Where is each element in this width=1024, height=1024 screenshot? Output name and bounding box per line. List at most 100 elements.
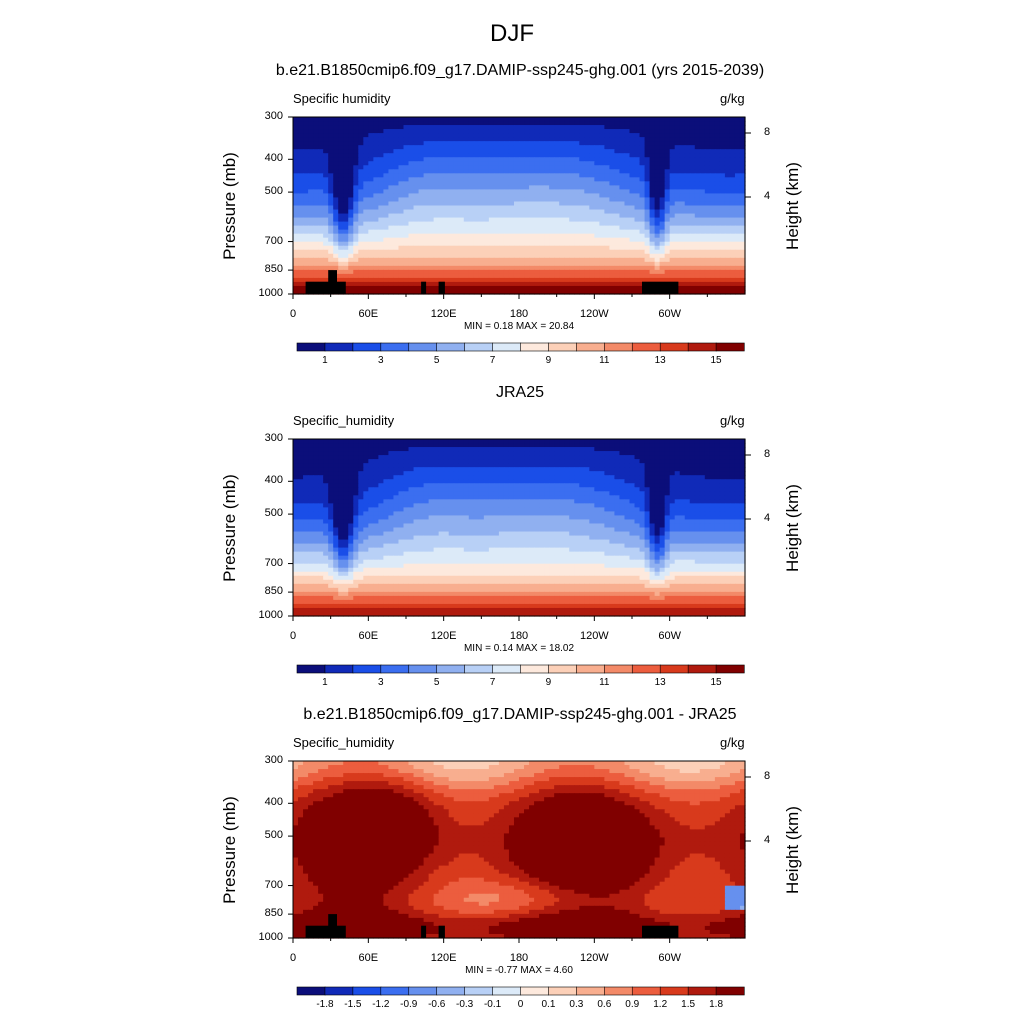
panel-2-cell (488, 467, 495, 472)
panel-1-cell (604, 237, 610, 243)
panel-1-cell (639, 129, 646, 134)
panel-1-cell (544, 177, 550, 182)
panel-1-cell (654, 197, 661, 203)
panel-1-cell (614, 205, 621, 211)
panel-1-cell (483, 241, 490, 247)
panel-1-cell (398, 169, 405, 174)
panel-1-cell (483, 253, 490, 259)
panel-1-cell (298, 173, 304, 178)
panel-1-cell (689, 181, 696, 186)
panel-2-cell (413, 439, 420, 444)
panel-1-cell (679, 245, 686, 251)
panel-1-cell (423, 269, 430, 275)
panel-1-cell (689, 209, 696, 215)
panel-1-cell (544, 237, 550, 243)
panel-1-cell (458, 213, 465, 219)
panel-2-cell (363, 451, 369, 456)
panel-2-cell (704, 447, 711, 452)
panel-1-cell (408, 225, 415, 231)
panel-2-cell (664, 451, 671, 456)
panel-1-cell (584, 125, 590, 130)
panel-1-cell (639, 225, 646, 231)
panel-1-cell (438, 197, 445, 203)
panel-1-cell (378, 213, 384, 219)
panel-1-cell (634, 221, 641, 227)
panel-1-cell (724, 197, 731, 203)
panel-2-cell (679, 459, 686, 464)
panel-1-cell (508, 277, 515, 283)
panel-1-cell (644, 153, 651, 158)
panel-1-cell (604, 233, 610, 239)
panel-1-cell (674, 177, 681, 182)
panel-1-cell (539, 157, 545, 162)
panel-1-cell (639, 197, 646, 203)
panel-1-cell (363, 265, 369, 271)
panel-1-cell (669, 137, 676, 142)
panel-1-cell (398, 117, 405, 122)
panel-1-cell (333, 177, 339, 182)
panel-1-cell (513, 149, 520, 154)
panel-1-cell (298, 125, 304, 130)
panel-1-cell (413, 125, 420, 130)
panel-1-cell (508, 141, 515, 146)
panel-1-cell (729, 221, 736, 227)
panel-1-cell (448, 189, 455, 195)
panel-2-cell (443, 459, 450, 464)
panel-1-cell (403, 153, 410, 158)
panel-1-cell (649, 269, 656, 275)
panel-1-cell (604, 225, 610, 231)
panel-1-cell (604, 149, 610, 154)
panel-2-cell (353, 447, 359, 452)
panel-2-cell (443, 467, 450, 472)
panel-1-cell (669, 177, 676, 182)
panel-1-cell (714, 289, 721, 295)
panel-1-cell (559, 217, 565, 223)
panel-1-cell (729, 169, 736, 174)
panel-1-cell (473, 173, 480, 178)
panel-2-cell (679, 463, 686, 468)
panel-1-cell (739, 221, 746, 227)
panel-1-cell (348, 229, 354, 235)
panel-1-cell (614, 269, 621, 275)
panel-1-cell (428, 157, 435, 162)
panel-1-cell (328, 265, 334, 271)
panel-1-cell (624, 229, 631, 235)
panel-1-cell (699, 137, 706, 142)
panel-1-cell (433, 193, 440, 199)
panel-1-cell (634, 181, 641, 186)
panel-1-cell (564, 261, 570, 267)
panel-1-cell (654, 221, 661, 227)
panel-2-cell (498, 447, 505, 452)
panel-1-cell (403, 285, 410, 291)
panel-1-cell (684, 209, 691, 215)
panel-1-cell (428, 161, 435, 166)
panel-2-cell (423, 475, 430, 480)
panel-2-cell (704, 439, 711, 444)
panel-2-cell (534, 467, 540, 472)
panel-1-cell (719, 269, 726, 275)
panel-2-cell (634, 471, 641, 476)
panel-1-cell (704, 129, 711, 134)
panel-1-cell (513, 249, 520, 255)
panel-1-cell (498, 157, 505, 162)
panel-2-cell (524, 471, 530, 476)
panel-1-cell (634, 193, 641, 199)
panel-1-cell (328, 121, 334, 126)
panel-1-cell (408, 261, 415, 267)
panel-2-cell (649, 459, 656, 464)
panel-1-cell (699, 217, 706, 223)
panel-1-cell (549, 117, 555, 122)
panel-1-cell (468, 181, 475, 186)
panel-1-cell (313, 121, 319, 126)
panel-2-cell (383, 479, 390, 484)
panel-1-cell (453, 185, 460, 191)
panel-2-cell (378, 451, 384, 456)
panel-1-cell (684, 249, 691, 255)
panel-1-cell (423, 205, 430, 211)
panel-1-cell (714, 213, 721, 219)
panel-1-cell (644, 233, 651, 239)
panel-1-cell (303, 257, 309, 263)
panel-1-cell (313, 261, 319, 267)
panel-1-cell (609, 205, 616, 211)
panel-1-cell (423, 129, 430, 134)
